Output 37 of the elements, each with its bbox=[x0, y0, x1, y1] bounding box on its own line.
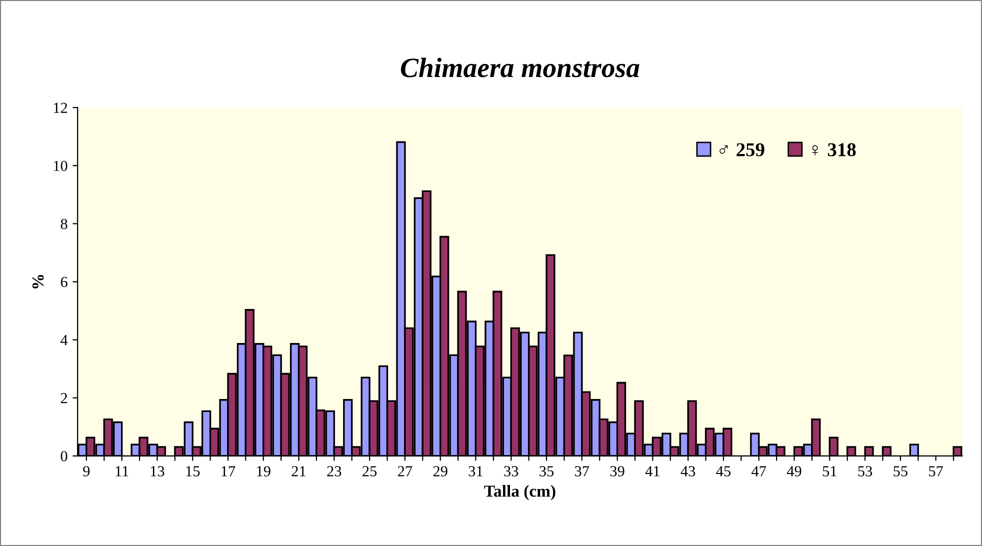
y-tick-label: 2 bbox=[60, 393, 68, 404]
x-tick-label: 19 bbox=[257, 466, 270, 476]
x-tick-label: 27 bbox=[398, 466, 412, 476]
legend-label: ♂ 259 bbox=[720, 143, 764, 156]
x-tick-label: 41 bbox=[645, 466, 660, 476]
x-tick-label: 21 bbox=[292, 466, 306, 476]
x-tick-label: 49 bbox=[786, 466, 802, 476]
y-tick-label: 10 bbox=[54, 160, 68, 172]
x-tick-label: 43 bbox=[680, 466, 696, 476]
y-axis-title: % bbox=[32, 274, 44, 288]
x-tick-label: 37 bbox=[574, 466, 590, 476]
x-tick-label: 13 bbox=[150, 466, 164, 476]
y-tick-label: 0 bbox=[60, 451, 68, 462]
x-tick-label: 39 bbox=[610, 466, 624, 476]
x-tick-label: 51 bbox=[822, 466, 836, 476]
x-axis-title: Talla (cm) bbox=[484, 485, 556, 500]
x-tick-label: 17 bbox=[222, 466, 236, 476]
x-tick-label: 45 bbox=[716, 466, 731, 476]
x-tick-label: 23 bbox=[327, 466, 342, 476]
x-tick-label: 9 bbox=[83, 466, 90, 476]
x-tick-label: 11 bbox=[116, 466, 128, 476]
x-tick-label: 35 bbox=[540, 466, 554, 476]
y-tick-label: 4 bbox=[60, 335, 68, 346]
y-tick-label: 8 bbox=[60, 218, 68, 230]
y-tick-label: 12 bbox=[54, 102, 68, 113]
x-tick-label: 47 bbox=[752, 466, 766, 476]
x-tick-label: 25 bbox=[362, 466, 377, 476]
legend-label: ♀ 318 bbox=[812, 143, 856, 156]
x-tick-label: 15 bbox=[186, 466, 200, 476]
x-tick-label: 31 bbox=[468, 466, 482, 476]
x-tick-label: 29 bbox=[433, 466, 448, 476]
x-tick-label: 57 bbox=[929, 466, 944, 476]
x-tick-label: 33 bbox=[504, 466, 518, 476]
x-tick-label: 53 bbox=[858, 466, 872, 476]
y-tick-label: 6 bbox=[60, 276, 68, 288]
x-tick-label: 55 bbox=[894, 466, 908, 476]
chart-title: Chimaera monstrosa bbox=[400, 58, 640, 78]
